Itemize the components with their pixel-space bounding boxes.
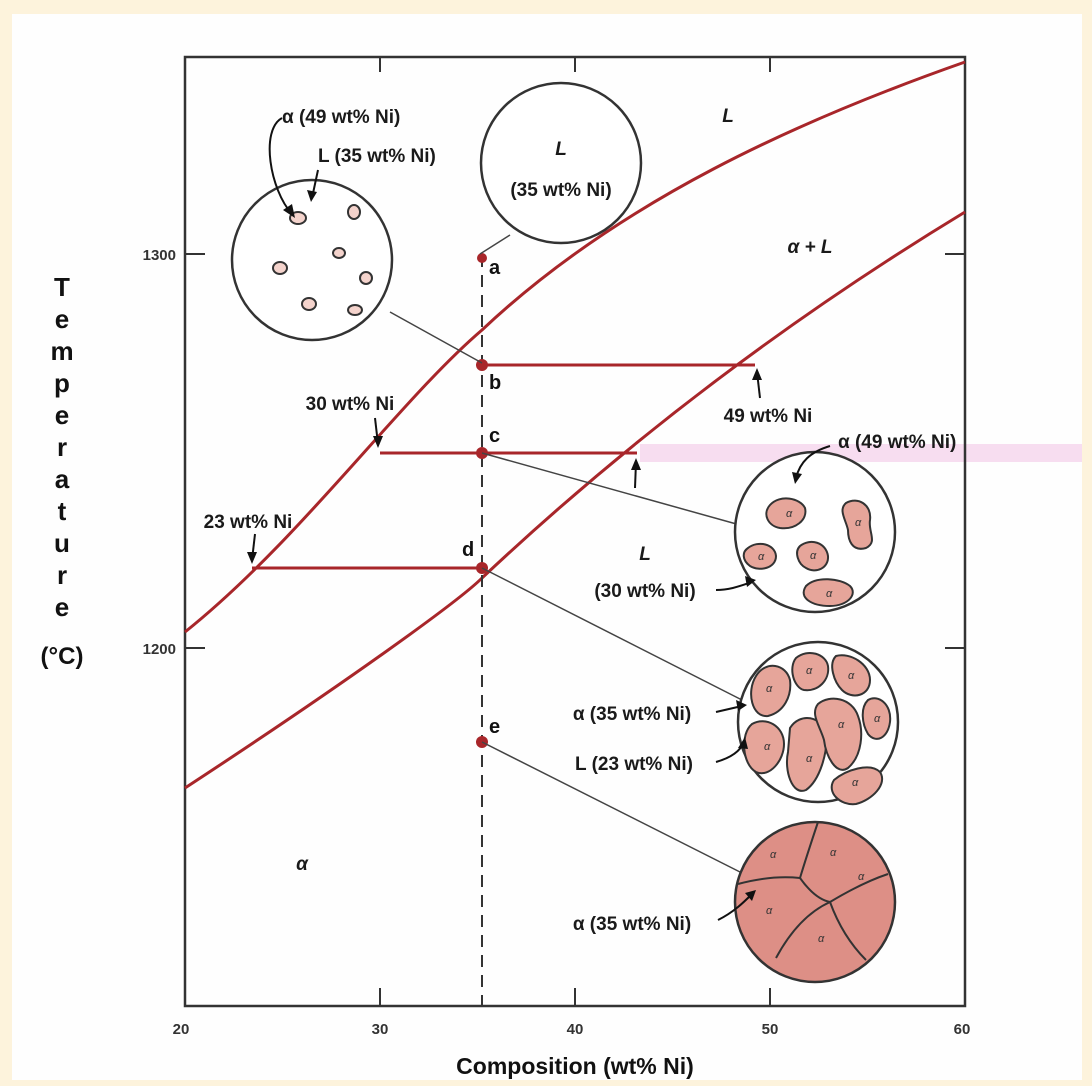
arrow-23-head (247, 552, 257, 564)
micro-b-nuclei (272, 204, 373, 316)
y-tick-1200: 1200 (143, 641, 176, 658)
y-label-letter: e (55, 592, 69, 622)
y-label-letter: e (55, 304, 69, 334)
micrograph-a (479, 81, 643, 245)
micro-a-phase: L (555, 139, 567, 160)
micro-c-liquid-comp: (30 wt% Ni) (594, 581, 695, 602)
micro-e-grain-boundaries (737, 821, 889, 961)
y-label-letter: t (58, 496, 67, 526)
grain-label: α (770, 849, 777, 861)
x-tick-20: 20 (173, 1021, 190, 1038)
label-30-wt-ni: 30 wt% Ni (306, 394, 395, 415)
micro-c-alpha-arrow-head (792, 472, 802, 484)
y-label-letter: T (54, 272, 70, 302)
y-label-letter: p (54, 368, 70, 398)
y-label-letter: r (57, 560, 67, 590)
micro-b-alpha-label: α (49 wt% Ni) (282, 107, 400, 128)
highlight-band (640, 444, 1082, 462)
y-label-letter: r (57, 432, 67, 462)
y-label-unit: (°C) (41, 643, 84, 670)
micro-c-alpha-label: α (49 wt% Ni) (838, 432, 956, 453)
label-23-wt-ni: 23 wt% Ni (204, 512, 293, 533)
leader-e (481, 741, 741, 873)
point-a-marker (477, 253, 487, 263)
y-label-letter: m (50, 336, 73, 366)
leader-d (481, 567, 743, 701)
micro-c-liquid-arrow-head (745, 576, 756, 587)
grain-label: α (830, 847, 837, 859)
grain-label: α (838, 719, 845, 731)
micro-a-composition: (35 wt% Ni) (510, 180, 611, 201)
leader-a (479, 234, 511, 255)
micro-c-liquid-phase: L (639, 544, 651, 565)
grain-label: α (766, 905, 773, 917)
micro-d-liquid-label: L (23 wt% Ni) (575, 754, 693, 775)
point-d-label: d (462, 539, 474, 561)
grain-label: α (810, 550, 817, 562)
micro-c-grains (742, 497, 874, 608)
y-label-letter: u (54, 528, 70, 558)
axis-ticks (185, 57, 965, 1006)
grain-label: α (848, 670, 855, 682)
grain-label: α (852, 777, 859, 789)
grain-label: α (806, 665, 813, 677)
arrow-49-head (752, 368, 762, 380)
point-c-label: c (489, 425, 500, 447)
micro-b-alpha-arrow (268, 117, 293, 215)
x-tick-60: 60 (954, 1021, 971, 1038)
grain-label: α (764, 741, 771, 753)
grain-label: α (818, 933, 825, 945)
leader-c (481, 452, 741, 526)
micro-d-alpha-label: α (35 wt% Ni) (573, 704, 691, 725)
micrograph-b (230, 178, 394, 342)
micro-c-grain-labels: α α α α α (758, 508, 862, 600)
micro-b-liquid-label: L (35 wt% Ni) (318, 146, 436, 167)
point-e-label: e (489, 716, 500, 738)
micro-e-alpha-arrow-head (745, 890, 756, 901)
figure-frame: 20 30 40 50 60 1300 1200 Composition (wt… (12, 14, 1082, 1080)
micro-b-liquid-arrow-head (307, 190, 317, 202)
liquid-region-label: L (722, 106, 734, 127)
grain-label: α (786, 508, 793, 520)
micro-e-grain-labels: α α α α α (766, 847, 865, 945)
point-b-label: b (489, 372, 501, 394)
x-tick-50: 50 (762, 1021, 779, 1038)
leader-b (389, 311, 483, 364)
y-label-letter: e (55, 400, 69, 430)
phase-diagram: 20 30 40 50 60 1300 1200 Composition (wt… (41, 55, 1082, 1079)
arrow-30-head (373, 436, 383, 448)
label-49-wt-ni: 49 wt% Ni (724, 406, 813, 427)
grain-label: α (826, 588, 833, 600)
solidus-line (184, 210, 966, 790)
micro-b-alpha-arrow-head (283, 204, 295, 218)
micro-d-alpha-arrow-head (736, 700, 747, 711)
y-tick-1300: 1300 (143, 247, 176, 264)
y-label-letter: a (55, 464, 70, 494)
grain-label: α (874, 713, 881, 725)
grain-label: α (766, 683, 773, 695)
micro-e-alpha-label: α (35 wt% Ni) (573, 914, 691, 935)
grain-label: α (758, 551, 765, 563)
micrograph-e (733, 820, 897, 984)
x-tick-40: 40 (567, 1021, 584, 1038)
two-phase-region-label: α + L (787, 237, 832, 258)
grain-label: α (806, 753, 813, 765)
micro-d-liquid-arrow-head (738, 737, 748, 749)
x-axis-label: Composition (wt% Ni) (456, 1053, 694, 1079)
x-tick-30: 30 (372, 1021, 389, 1038)
micro-d-liquid-arrow (715, 741, 745, 763)
grain-label: α (855, 517, 862, 529)
grain-label: α (858, 871, 865, 883)
point-a-label: a (489, 257, 501, 279)
arrow-c-solid-head (631, 458, 641, 470)
micro-d-grains (743, 651, 892, 806)
liquidus-line (184, 60, 966, 634)
y-axis-label: T e m p e r a t u r e (°C) (41, 272, 84, 670)
micro-d-grain-labels: α α α α α α α α (764, 665, 881, 789)
solid-region-label: α (296, 854, 309, 875)
